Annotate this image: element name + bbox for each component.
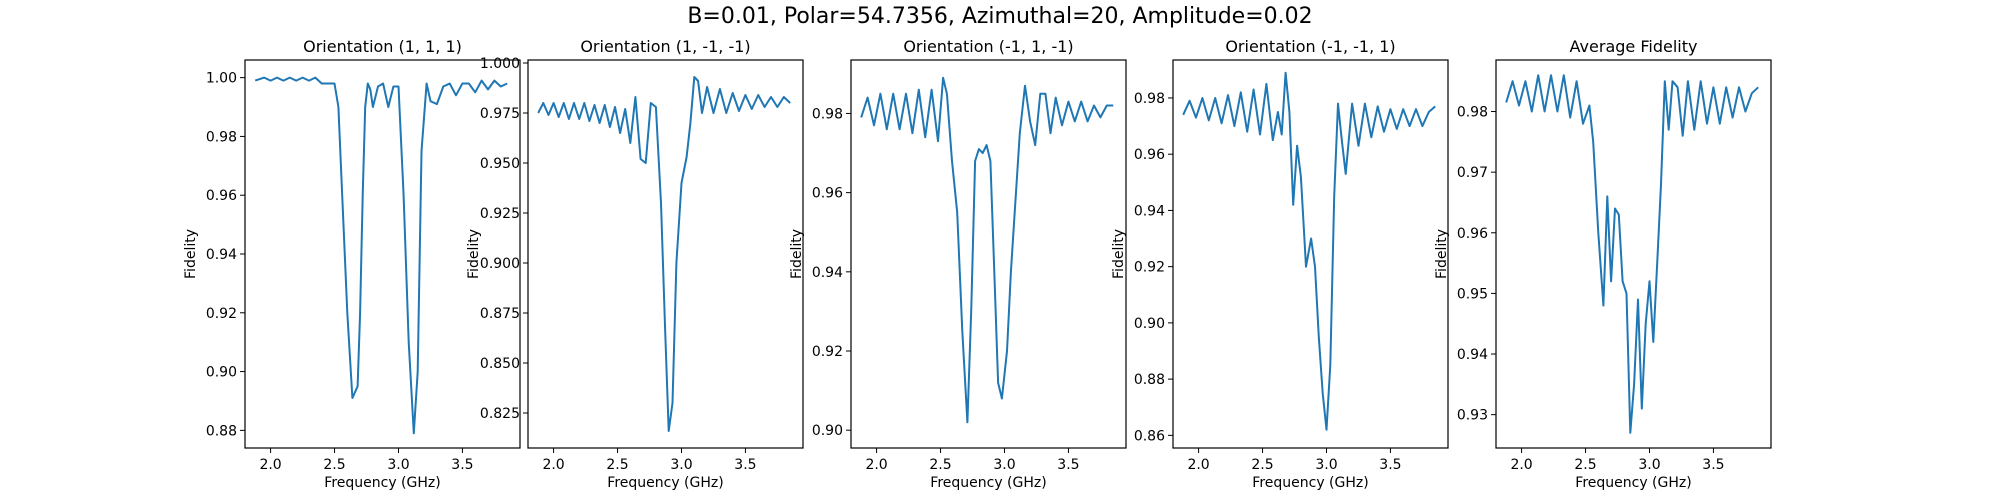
series-line bbox=[1505, 74, 1759, 434]
y-tick-label: 0.96 bbox=[206, 188, 237, 204]
y-tick-label: 0.875 bbox=[480, 306, 520, 322]
panel-title: Orientation (1, -1, -1) bbox=[580, 37, 750, 56]
y-tick-label: 0.98 bbox=[1134, 91, 1165, 107]
x-tick-label: 2.5 bbox=[606, 457, 628, 473]
y-tick-label: 0.90 bbox=[1134, 316, 1165, 332]
y-tick-label: 0.93 bbox=[1457, 408, 1488, 424]
x-tick-label: 3.5 bbox=[1379, 457, 1401, 473]
y-tick-label: 0.88 bbox=[206, 423, 237, 439]
x-tick-label: 3.5 bbox=[1057, 457, 1079, 473]
series-line bbox=[1182, 71, 1436, 431]
x-tick-label: 3.0 bbox=[387, 457, 409, 473]
y-tick-label: 0.98 bbox=[812, 106, 843, 122]
x-tick-label: 2.0 bbox=[542, 457, 564, 473]
series-line bbox=[537, 76, 791, 432]
y-tick-label: 0.925 bbox=[480, 206, 520, 222]
y-tick-label: 0.94 bbox=[1134, 203, 1165, 219]
panel-title: Orientation (1, 1, 1) bbox=[303, 37, 462, 56]
plot-frame bbox=[1495, 59, 1772, 449]
y-tick-label: 0.90 bbox=[206, 365, 237, 381]
y-tick-label: 0.900 bbox=[480, 256, 520, 272]
plot-frame bbox=[1172, 59, 1449, 449]
x-tick-label: 3.0 bbox=[1638, 457, 1660, 473]
y-tick-label: 0.94 bbox=[812, 265, 843, 281]
y-tick-label: 0.850 bbox=[480, 356, 520, 372]
x-tick-label: 3.5 bbox=[734, 457, 756, 473]
y-tick-label: 0.96 bbox=[812, 186, 843, 202]
y-tick-label: 0.92 bbox=[206, 306, 237, 322]
x-axis-label: Frequency (GHz) bbox=[324, 475, 440, 491]
x-tick-label: 2.0 bbox=[865, 457, 887, 473]
plot-frame bbox=[850, 59, 1127, 449]
y-tick-label: 0.95 bbox=[1457, 286, 1488, 302]
y-axis-label: Fidelity bbox=[1434, 229, 1450, 279]
y-tick-label: 0.98 bbox=[206, 129, 237, 145]
x-tick-label: 2.5 bbox=[1251, 457, 1273, 473]
x-tick-label: 2.5 bbox=[323, 457, 345, 473]
x-tick-label: 2.0 bbox=[1510, 457, 1532, 473]
y-tick-label: 0.96 bbox=[1134, 147, 1165, 163]
x-tick-label: 3.0 bbox=[993, 457, 1015, 473]
y-tick-label: 0.97 bbox=[1457, 165, 1488, 181]
series-line bbox=[860, 76, 1114, 424]
y-tick-label: 1.000 bbox=[480, 56, 520, 72]
y-tick-label: 0.92 bbox=[812, 344, 843, 360]
series-line bbox=[254, 76, 508, 435]
x-tick-label: 3.0 bbox=[670, 457, 692, 473]
y-tick-label: 0.90 bbox=[812, 423, 843, 439]
y-tick-label: 0.96 bbox=[1457, 226, 1488, 242]
figure-suptitle: B=0.01, Polar=54.7356, Azimuthal=20, Amp… bbox=[687, 4, 1313, 29]
x-tick-label: 2.5 bbox=[1574, 457, 1596, 473]
y-tick-label: 0.98 bbox=[1457, 105, 1488, 121]
x-tick-label: 3.5 bbox=[1702, 457, 1724, 473]
y-axis-label: Fidelity bbox=[466, 229, 482, 279]
y-tick-label: 0.950 bbox=[480, 156, 520, 172]
plot-frame bbox=[527, 59, 804, 449]
x-axis-label: Frequency (GHz) bbox=[1575, 475, 1691, 491]
y-tick-label: 0.92 bbox=[1134, 260, 1165, 276]
x-tick-label: 3.0 bbox=[1315, 457, 1337, 473]
panel-title: Orientation (-1, 1, -1) bbox=[903, 37, 1073, 56]
x-tick-label: 2.0 bbox=[1187, 457, 1209, 473]
x-axis-label: Frequency (GHz) bbox=[1252, 475, 1368, 491]
panel-title: Average Fidelity bbox=[1570, 37, 1698, 56]
y-tick-label: 0.86 bbox=[1134, 428, 1165, 444]
y-tick-label: 0.88 bbox=[1134, 372, 1165, 388]
y-tick-label: 1.00 bbox=[206, 71, 237, 87]
y-tick-label: 0.825 bbox=[480, 406, 520, 422]
y-axis-label: Fidelity bbox=[183, 229, 199, 279]
y-axis-label: Fidelity bbox=[1111, 229, 1127, 279]
x-tick-label: 2.0 bbox=[259, 457, 281, 473]
x-tick-label: 2.5 bbox=[929, 457, 951, 473]
panel-title: Orientation (-1, -1, 1) bbox=[1225, 37, 1395, 56]
y-tick-label: 0.975 bbox=[480, 106, 520, 122]
x-tick-label: 3.5 bbox=[451, 457, 473, 473]
y-tick-label: 0.94 bbox=[206, 247, 237, 263]
x-axis-label: Frequency (GHz) bbox=[930, 475, 1046, 491]
x-axis-label: Frequency (GHz) bbox=[607, 475, 723, 491]
y-tick-label: 0.94 bbox=[1457, 347, 1488, 363]
y-axis-label: Fidelity bbox=[789, 229, 805, 279]
